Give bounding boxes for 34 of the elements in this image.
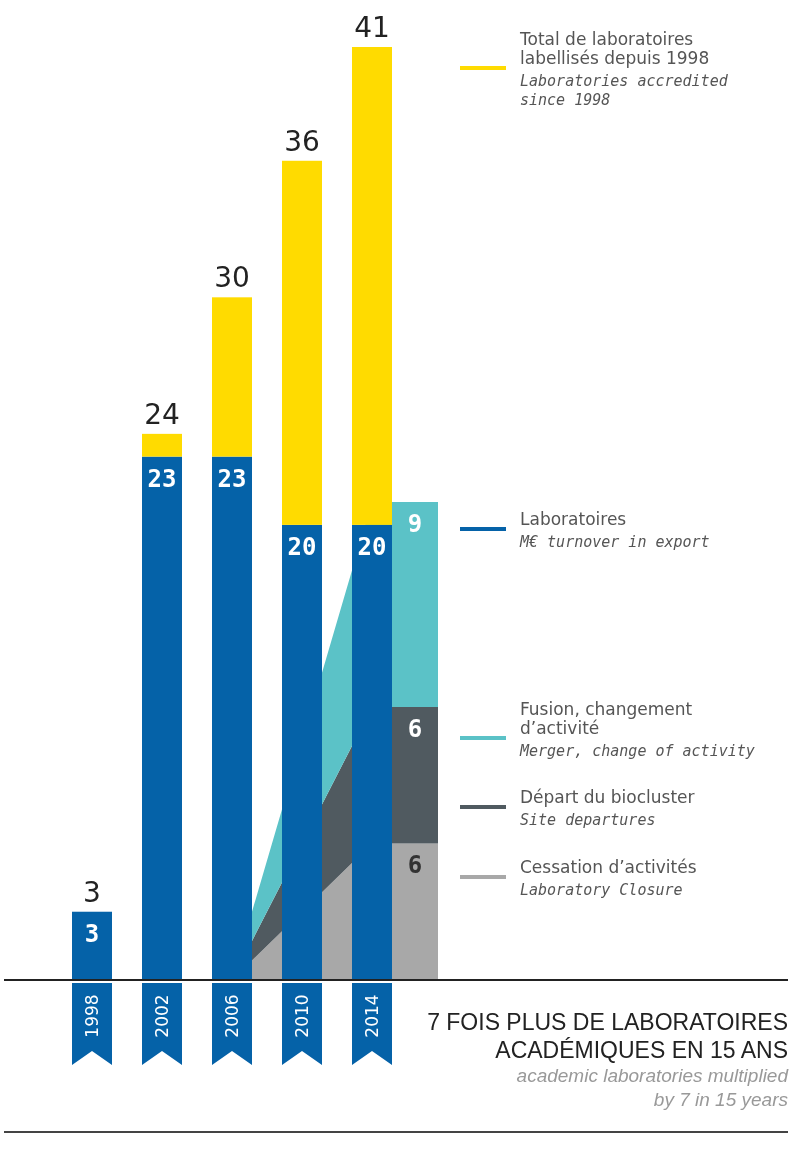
bar: [212, 456, 252, 980]
data-label: 23: [217, 464, 247, 493]
annotation: 36: [284, 124, 320, 158]
legend-label: Cessation d’activités Laboratory Closure: [520, 857, 697, 899]
annotation: 41: [354, 11, 390, 44]
text: academic laboratories multiplied by 7 in 15 years: [516, 1065, 790, 1110]
x-tick-label: 1998: [82, 994, 102, 1038]
text: 7 FOIS PLUS DE LABORATOIRES ACADÉMIQUES EN 15 ANS: [427, 1009, 788, 1063]
annotation: 24: [144, 397, 180, 431]
x-tick-label: 2014: [362, 994, 382, 1038]
x-tick-label: 2010: [292, 994, 312, 1038]
data-label: 20: [357, 532, 387, 561]
x-tick-label: 2006: [222, 994, 242, 1038]
data-label: 23: [147, 464, 177, 493]
bar: [352, 47, 392, 525]
bar: [72, 911, 112, 980]
legend-label: Fusion, changement d’activité Merger, change of activity: [519, 699, 755, 760]
x-tick-label: 2002: [152, 994, 172, 1038]
bar: [142, 456, 182, 980]
data-label: 6: [407, 851, 423, 880]
bar: [282, 160, 322, 525]
bar: [212, 297, 252, 457]
annotation: 30: [214, 261, 250, 295]
data-label: 20: [287, 532, 317, 561]
bar: [352, 524, 392, 980]
data-label: 6: [407, 714, 423, 743]
bar: [142, 433, 182, 457]
data-label: 3: [84, 919, 100, 948]
annotation: 3: [83, 875, 101, 909]
legend-label: Total de laboratoires labellisés depuis 1998 Laboratories accredited since 1998: [519, 29, 729, 109]
legend-label: Laboratoires M€ turnover in export: [519, 509, 710, 551]
data-label: 9: [407, 510, 423, 539]
bar: [282, 524, 322, 980]
legend-label: Départ du biocluster Site departures: [520, 787, 695, 829]
